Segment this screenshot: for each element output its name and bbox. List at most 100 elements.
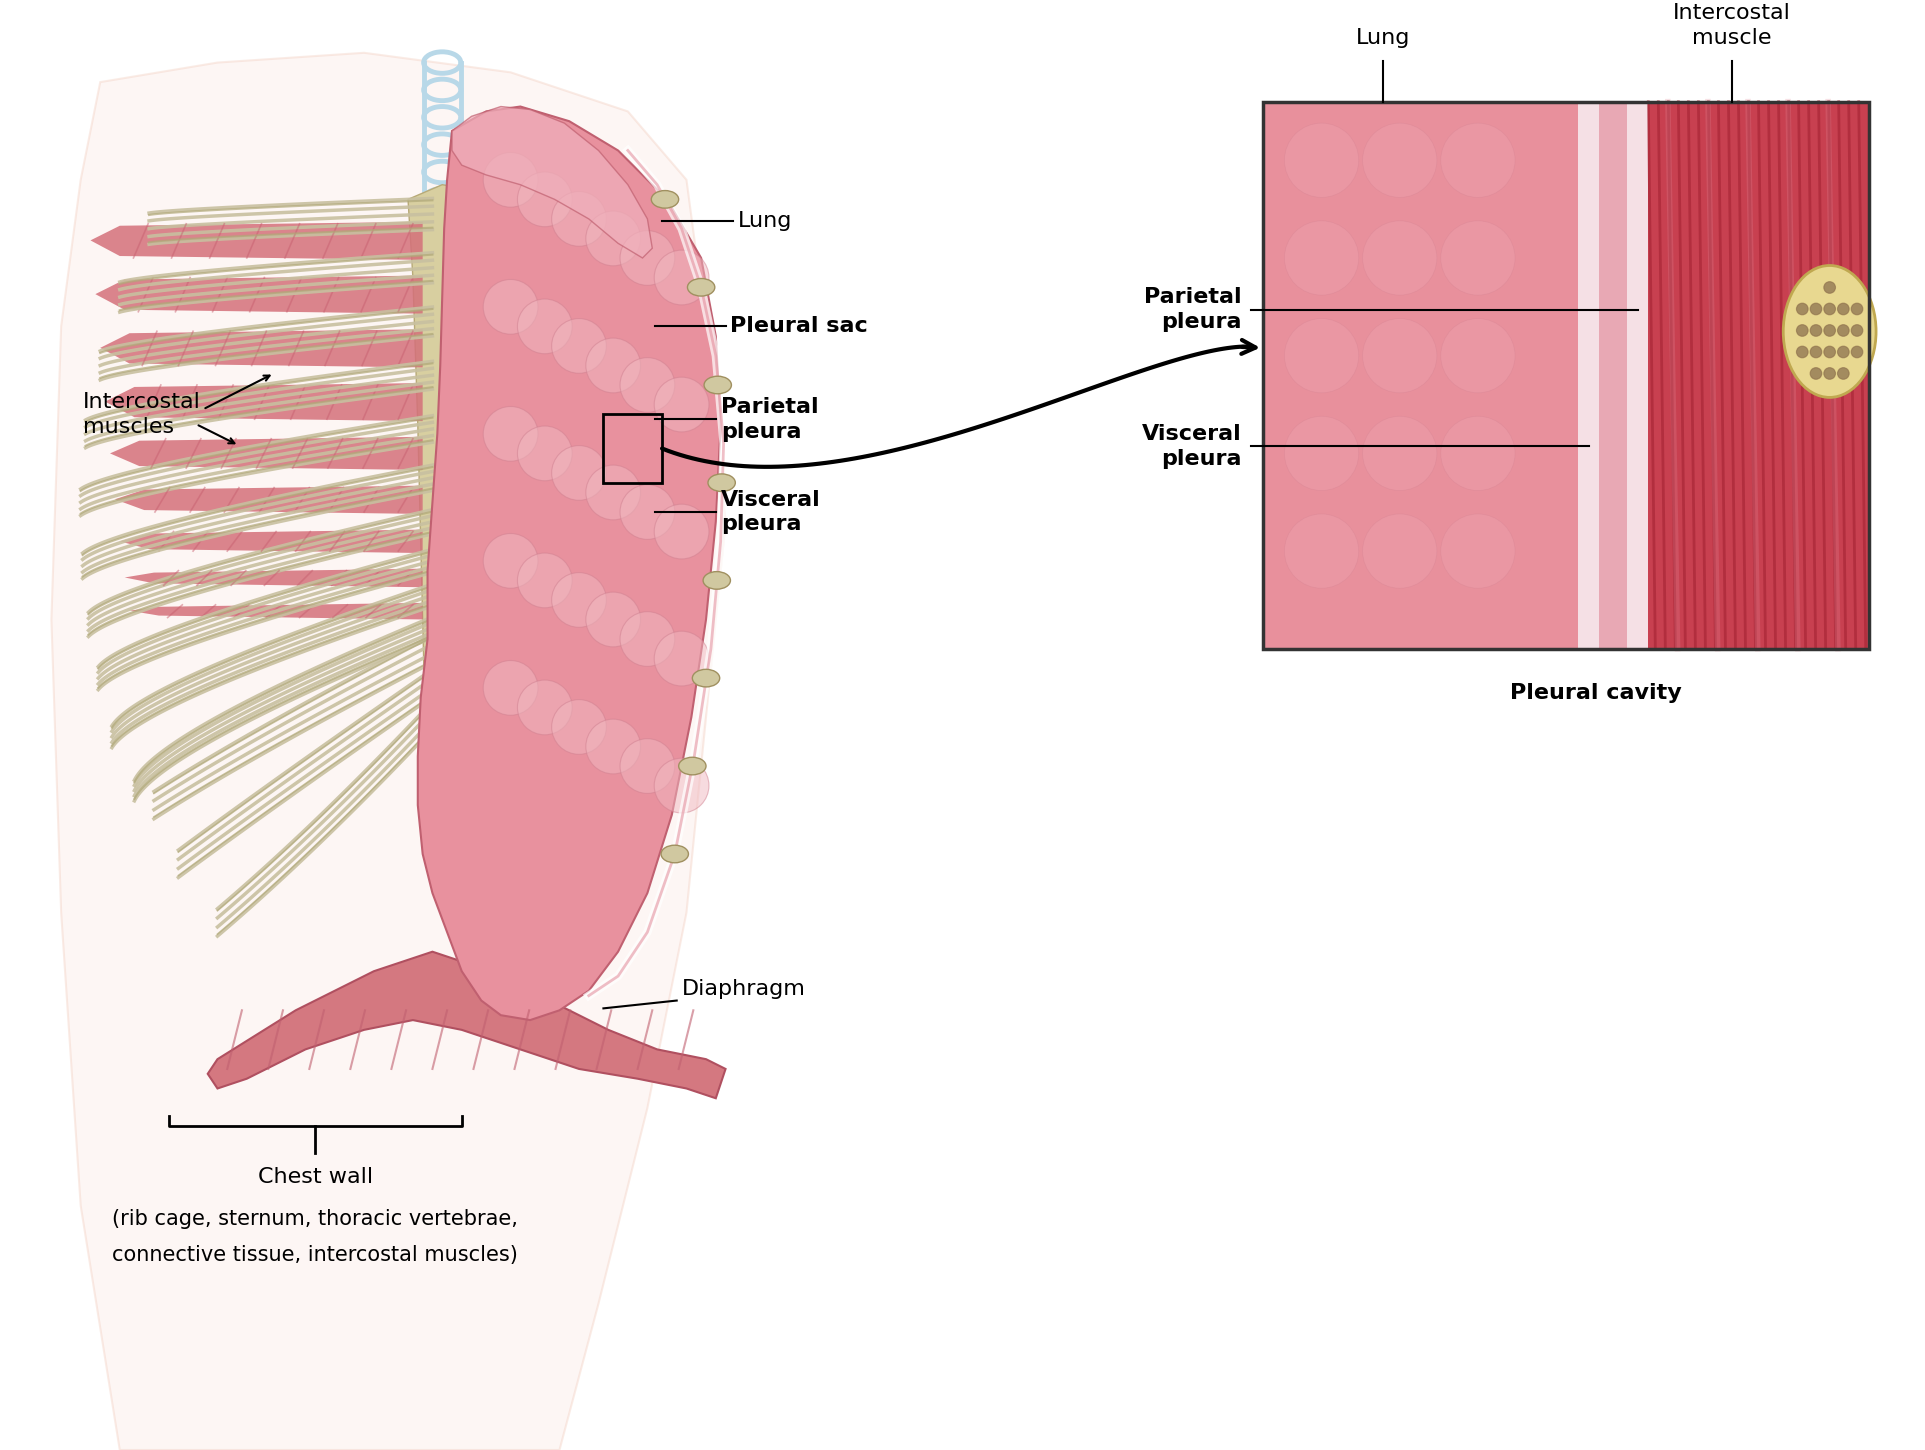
Circle shape <box>518 680 572 735</box>
Circle shape <box>1823 347 1836 358</box>
Circle shape <box>620 738 676 793</box>
Circle shape <box>552 445 606 500</box>
Bar <box>603 415 662 483</box>
Circle shape <box>552 191 606 246</box>
Circle shape <box>1284 319 1359 393</box>
Circle shape <box>1440 513 1515 589</box>
Circle shape <box>1838 325 1850 336</box>
Bar <box>1648 102 1869 648</box>
Polygon shape <box>100 329 424 367</box>
Text: Pleural cavity: Pleural cavity <box>1511 683 1682 703</box>
Bar <box>1578 102 1600 648</box>
Circle shape <box>483 280 537 334</box>
Circle shape <box>1284 416 1359 490</box>
Ellipse shape <box>680 757 706 774</box>
Polygon shape <box>208 951 726 1098</box>
Circle shape <box>1838 368 1850 380</box>
Polygon shape <box>408 184 481 834</box>
Circle shape <box>1363 513 1436 589</box>
Text: Chest wall: Chest wall <box>258 1167 373 1186</box>
Circle shape <box>518 426 572 481</box>
Polygon shape <box>52 52 726 1450</box>
Polygon shape <box>452 106 653 258</box>
Text: Lung: Lung <box>739 210 793 231</box>
Circle shape <box>552 699 606 754</box>
Circle shape <box>1796 347 1808 358</box>
Text: Parietal
pleura: Parietal pleura <box>720 397 818 442</box>
Circle shape <box>483 406 537 461</box>
Circle shape <box>620 612 676 667</box>
Ellipse shape <box>651 190 680 209</box>
Circle shape <box>1852 325 1863 336</box>
Circle shape <box>654 758 708 813</box>
Circle shape <box>585 719 641 774</box>
Circle shape <box>1796 303 1808 315</box>
Text: connective tissue, intercostal muscles): connective tissue, intercostal muscles) <box>112 1244 518 1264</box>
Circle shape <box>1440 319 1515 393</box>
Circle shape <box>1284 123 1359 197</box>
Ellipse shape <box>1783 265 1877 397</box>
Polygon shape <box>90 222 424 260</box>
Ellipse shape <box>687 278 714 296</box>
Circle shape <box>1852 303 1863 315</box>
Circle shape <box>1810 325 1821 336</box>
Polygon shape <box>129 603 424 619</box>
Bar <box>1627 102 1648 648</box>
Circle shape <box>585 592 641 647</box>
Circle shape <box>483 152 537 207</box>
Bar <box>1263 102 1578 648</box>
Circle shape <box>1810 347 1821 358</box>
Circle shape <box>1363 220 1436 296</box>
Circle shape <box>1838 303 1850 315</box>
Polygon shape <box>125 568 424 587</box>
Circle shape <box>654 505 708 558</box>
Circle shape <box>585 338 641 393</box>
Circle shape <box>1440 416 1515 490</box>
Circle shape <box>1823 325 1836 336</box>
Circle shape <box>620 358 676 412</box>
Ellipse shape <box>703 571 730 589</box>
Circle shape <box>1823 303 1836 315</box>
Circle shape <box>1363 123 1436 197</box>
Text: Parietal
pleura: Parietal pleura <box>1143 287 1242 332</box>
Ellipse shape <box>693 670 720 687</box>
Circle shape <box>585 465 641 521</box>
Circle shape <box>654 251 708 304</box>
Ellipse shape <box>660 845 689 863</box>
Circle shape <box>654 377 708 432</box>
Polygon shape <box>418 106 720 1021</box>
Circle shape <box>585 212 641 265</box>
Text: (rib cage, sternum, thoracic vertebrae,: (rib cage, sternum, thoracic vertebrae, <box>112 1209 518 1228</box>
Polygon shape <box>116 486 424 513</box>
Circle shape <box>483 534 537 589</box>
Circle shape <box>1363 416 1436 490</box>
Text: Diaphragm: Diaphragm <box>681 979 805 999</box>
Circle shape <box>1823 281 1836 293</box>
Circle shape <box>1440 123 1515 197</box>
Circle shape <box>518 552 572 608</box>
Text: Visceral
pleura: Visceral pleura <box>1142 423 1242 468</box>
Circle shape <box>1284 513 1359 589</box>
Circle shape <box>620 231 676 286</box>
Circle shape <box>620 484 676 539</box>
Text: Visceral
pleura: Visceral pleura <box>720 490 820 535</box>
Text: Lung: Lung <box>1355 28 1409 48</box>
Circle shape <box>1838 347 1850 358</box>
Circle shape <box>1810 303 1821 315</box>
Circle shape <box>552 573 606 628</box>
Circle shape <box>1852 347 1863 358</box>
Circle shape <box>1796 325 1808 336</box>
Circle shape <box>483 661 537 715</box>
Circle shape <box>654 631 708 686</box>
Circle shape <box>1440 220 1515 296</box>
Circle shape <box>1284 220 1359 296</box>
Polygon shape <box>119 529 424 552</box>
Bar <box>1263 102 1869 648</box>
Circle shape <box>1363 319 1436 393</box>
Ellipse shape <box>705 376 732 394</box>
Circle shape <box>518 173 572 226</box>
Polygon shape <box>96 276 423 313</box>
Bar <box>1600 102 1627 648</box>
Circle shape <box>1810 368 1821 380</box>
Circle shape <box>518 299 572 354</box>
